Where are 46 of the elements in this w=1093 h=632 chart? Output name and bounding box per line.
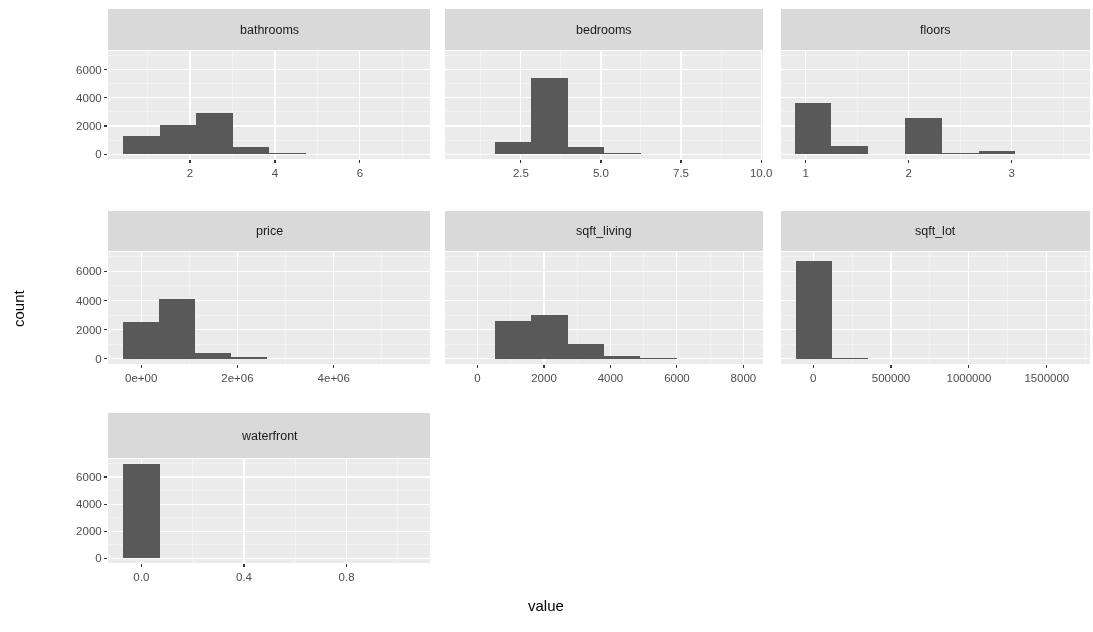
y-axis-title: count [10, 289, 27, 327]
x-tick-label: 5.0 [592, 166, 609, 179]
x-tick-label: 4e+06 [317, 371, 350, 384]
y-tick-label: 4000 [76, 91, 102, 104]
x-tick-label: 0 [809, 371, 817, 384]
y-tick-label: 6000 [76, 265, 102, 278]
x-tick-label: 0.8 [338, 570, 355, 583]
x-tick-label: 6000 [664, 371, 690, 384]
x-tick-label: 0e+00 [125, 371, 158, 384]
x-tick-label: 8000 [730, 371, 757, 384]
y-tick-label: 0 [95, 552, 102, 565]
x-axis-title: value [528, 597, 564, 614]
x-tick-label: 10.0 [749, 166, 773, 179]
y-tick-label: 6000 [76, 63, 102, 76]
y-tick-label: 4000 [76, 294, 102, 307]
x-tick-label: 500000 [871, 371, 911, 384]
y-tick-label: 4000 [76, 498, 102, 511]
x-tick-label: 3 [1008, 166, 1015, 179]
x-tick-label: 1 [802, 166, 809, 179]
chart-title: sqft_living [576, 224, 632, 238]
y-tick-label: 2000 [76, 525, 102, 538]
chart-title: sqft_lot [915, 224, 956, 238]
x-tick-label: 1000000 [946, 371, 992, 384]
x-tick-label: 7.5 [673, 166, 690, 179]
x-tick-label: 2e+06 [221, 371, 254, 384]
chart-title: floors [920, 23, 951, 37]
chart-title: waterfront [241, 429, 299, 443]
y-tick-label: 2000 [76, 323, 102, 336]
y-tick-label: 0 [95, 148, 102, 161]
x-tick-label: 0.0 [133, 570, 150, 583]
chart-title: price [256, 224, 284, 238]
y-tick-label: 2000 [76, 119, 102, 132]
x-tick-label: 2 [186, 166, 194, 179]
x-tick-label: 2.5 [512, 166, 529, 179]
x-tick-label: 4 [271, 166, 279, 179]
chart-title: bathrooms [240, 23, 300, 37]
chart-title: bedrooms [576, 23, 632, 37]
x-tick-label: 0 [474, 371, 481, 384]
y-tick-label: 6000 [76, 471, 102, 484]
y-tick-label: 0 [95, 352, 102, 365]
x-tick-label: 4000 [597, 371, 624, 384]
x-tick-label: 2 [905, 166, 912, 179]
x-tick-label: 6 [356, 166, 364, 179]
x-tick-label: 0.4 [235, 570, 253, 583]
x-tick-label: 2000 [531, 371, 557, 384]
x-tick-label: 1500000 [1024, 371, 1070, 384]
